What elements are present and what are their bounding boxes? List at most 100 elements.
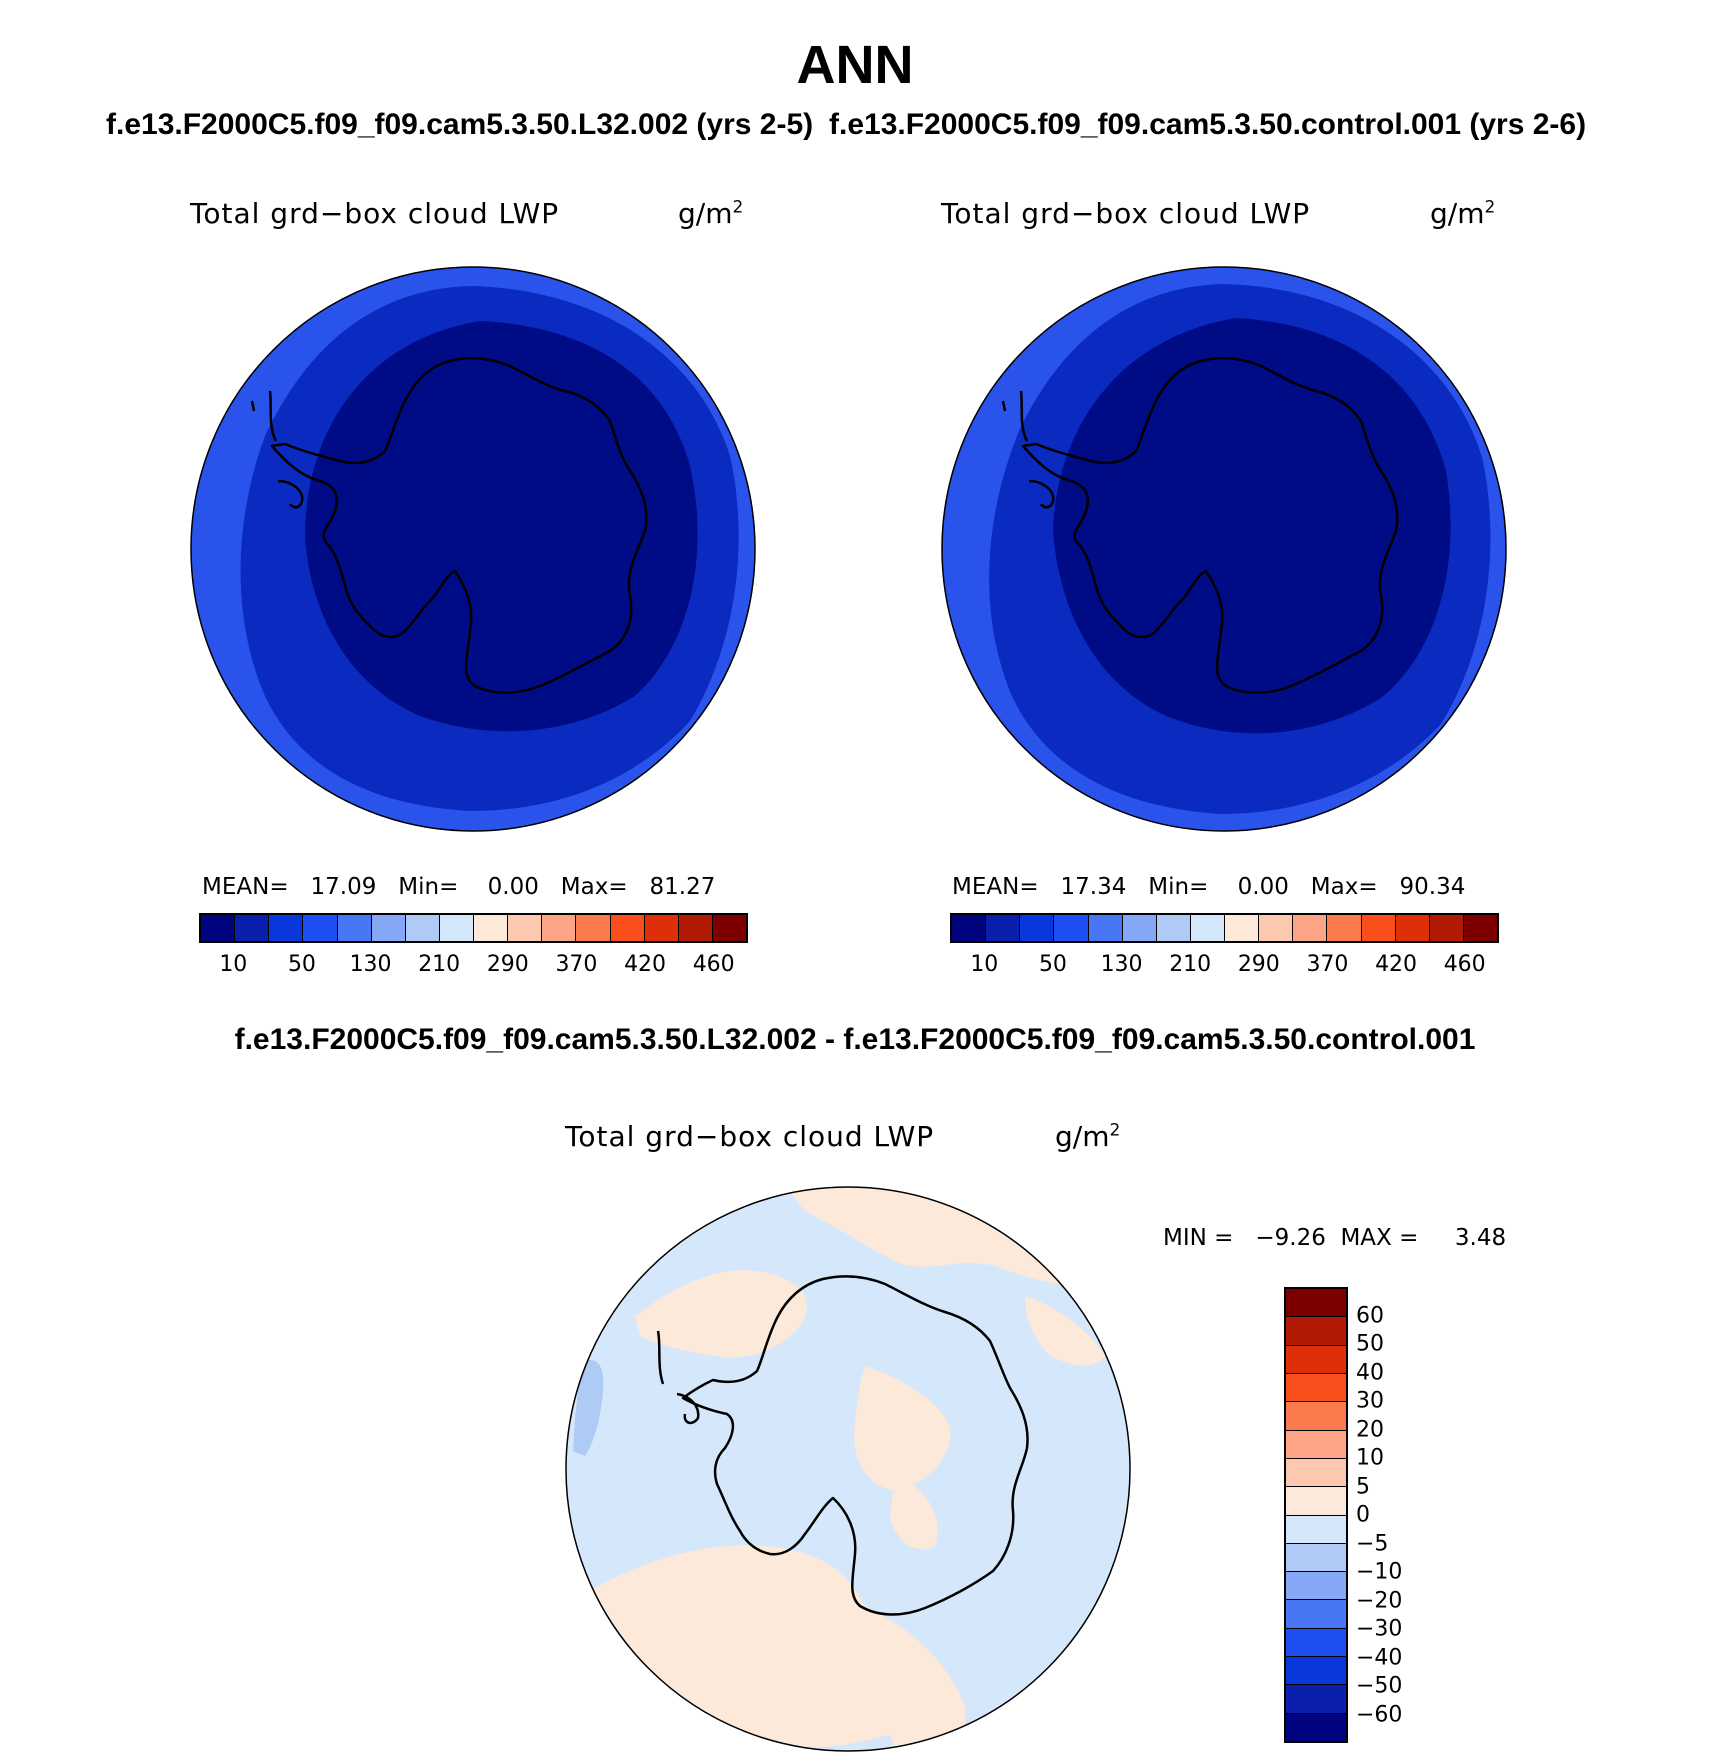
diff-colorbar-tick-label: 60 [1356,1303,1384,1328]
diff-colorbar-tick-label: −50 [1356,1673,1403,1699]
panel1-colorbar-tick-label: 370 [555,952,598,977]
panel2-colorbar-box [952,915,987,941]
panel1-colorbar-box [269,915,304,941]
panel2-colorbar [950,913,1499,943]
panel2-colorbar-tick-label: 370 [1306,952,1349,977]
panel1-units: g/m2 [678,197,744,230]
panel2-colorbar-box [1020,915,1055,941]
diff-colorbar-box [1286,1572,1346,1601]
difference-title: f.e13.F2000C5.f09_f09.cam5.3.50.L32.002 … [234,1023,1476,1056]
panel2-colorbar-box [1122,915,1157,941]
panel2-colorbar-tick-label: 210 [1169,952,1212,977]
panel1-colorbar-tick-label: 290 [486,952,529,977]
diff-colorbar-box [1286,1430,1346,1459]
case2-title: f.e13.F2000C5.f09_f09.cam5.3.50.control.… [829,108,1587,141]
panel2-variable-title: Total grd−box cloud LWP [941,197,1311,230]
diff-colorbar-box [1286,1373,1346,1403]
panel1-colorbar-tick-label: 420 [624,952,667,977]
diff-colorbar-box [1286,1345,1346,1374]
panel2-antarctica-coast [1021,357,1399,694]
panel2-colorbar-box [1327,915,1362,941]
diff-colorbar-box [1286,1289,1346,1318]
panel2-colorbar-tick-label: 290 [1237,952,1280,977]
panel2-colorbar-tick-label: 420 [1375,952,1418,977]
panel2-core-region [1053,318,1451,734]
panel2-colorbar-tick-label: 460 [1443,952,1486,977]
panel1-colorbar-box [644,915,679,941]
diff-colorbar-box [1286,1317,1346,1346]
diff-colorbar-tick-label: 50 [1356,1331,1384,1357]
diff-colorbar [1284,1287,1348,1743]
diff-colorbar-tick-label: −60 [1356,1702,1403,1727]
panel2-map-border [941,266,1507,832]
diff-colorbar-tick-label: 0 [1356,1502,1370,1528]
panel2-colorbar-tick-label: 50 [1038,952,1067,977]
panel1-colorbar-box [303,915,338,941]
panel1-colorbar [199,913,748,943]
panel1-colorbar-box [235,915,270,941]
panel2-colorbar-box [1190,915,1225,941]
diff-colorbar-ticks: 60 50 40 30 20 10 5 0 −5 −10 −20 −30 −40 −50 −60 [1356,1287,1436,1743]
diff-colorbar-box [1286,1713,1346,1741]
diff-colorbar-tick-label: −10 [1356,1559,1403,1585]
panel2-colorbar-box [1361,915,1396,941]
panel1-colorbar-box [678,915,713,941]
panel1-colorbar-box [712,915,746,941]
diff-colorbar-tick-label: 10 [1356,1445,1384,1471]
diff-colorbar-tick-label: −40 [1356,1645,1403,1670]
panel1-stats: MEAN= 17.09 Min= 0.00 Max= 81.27 [202,874,716,900]
panel2-colorbar-box [1225,915,1260,941]
diff-colorbar-box [1286,1628,1346,1658]
panel2-colorbar-box [1429,915,1464,941]
diff-colorbar-box [1286,1685,1346,1714]
diff-colorbar-tick-label: −5 [1356,1531,1389,1556]
panel2-polar-map [941,266,1507,832]
panel1-colorbar-tick-label: 210 [418,952,461,977]
panel2-colorbar-box [1156,915,1191,941]
panel1-colorbar-box [610,915,645,941]
diff-colorbar-box [1286,1657,1346,1686]
panel1-polar-map [190,266,756,832]
panel2-colorbar-box [1293,915,1328,941]
panel2-colorbar-tick-label: 10 [970,952,999,977]
diff-colorbar-tick-label: 5 [1356,1474,1370,1499]
difference-polar-map [565,1186,1131,1752]
panel1-colorbar-ticks: 10 50 130 210 290 370 420 460 [199,952,748,982]
panel2-colorbar-box [1054,915,1089,941]
diff-stats: MIN = −9.26 MAX = 3.48 [1163,1225,1507,1251]
diff-colorbar-box [1286,1543,1346,1573]
panel1-colorbar-tick-label: 460 [692,952,735,977]
panel2-colorbar-box [1259,915,1294,941]
panel1-colorbar-box [337,915,372,941]
panel1-colorbar-box [542,915,577,941]
diff-colorbar-tick-label: −20 [1356,1588,1403,1613]
diff-colorbar-box [1286,1458,1346,1488]
panel1-colorbar-box [474,915,509,941]
diff-colorbar-box [1286,1600,1346,1629]
diff-variable-title: Total grd−box cloud LWP [565,1120,935,1153]
panel2-stats: MEAN= 17.34 Min= 0.00 Max= 90.34 [952,874,1466,900]
diff-colorbar-tick-label: −30 [1356,1616,1403,1642]
panel1-colorbar-tick-label: 10 [219,952,248,977]
panel1-variable-title: Total grd−box cloud LWP [190,197,560,230]
panel1-colorbar-box [405,915,440,941]
panel2-colorbar-box [1463,915,1497,941]
panel1-colorbar-box [371,915,406,941]
panel1-colorbar-box [439,915,474,941]
diff-colorbar-box [1286,1515,1346,1544]
diff-strong-negative-patch [573,1360,604,1456]
panel2-colorbar-ticks: 10 50 130 210 290 370 420 460 [950,952,1499,982]
diff-antarctica-coast [681,1275,1029,1616]
diff-colorbar-tick-label: 40 [1356,1360,1384,1385]
panel1-colorbar-box [508,915,543,941]
diff-colorbar-box [1286,1487,1346,1516]
panel1-colorbar-box [576,915,611,941]
panel2-colorbar-box [1395,915,1430,941]
panel1-map-border [190,266,756,832]
diff-colorbar-box [1286,1402,1346,1431]
panel2-colorbar-box [1088,915,1123,941]
panel2-colorbar-tick-label: 130 [1100,952,1143,977]
panel2-units: g/m2 [1430,197,1496,230]
diff-colorbar-tick-label: 30 [1356,1388,1384,1414]
panel1-antarctica-coast [270,357,648,694]
